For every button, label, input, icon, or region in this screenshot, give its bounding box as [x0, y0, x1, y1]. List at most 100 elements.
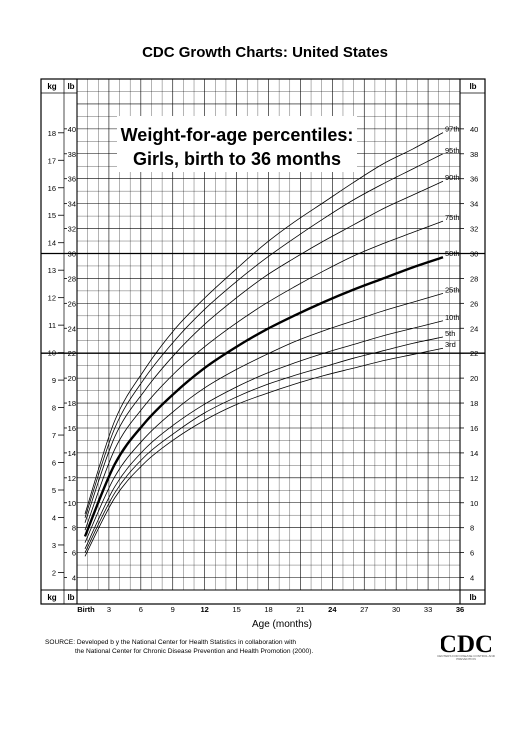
lb-unit-header-right: lb [469, 82, 476, 91]
lb-unit-header: lb [67, 82, 74, 91]
percentile-curves [83, 132, 444, 557]
lb-tick-label-right: 30 [470, 249, 478, 258]
lb-tick-label-right: 20 [470, 374, 478, 383]
lb-tick-label: 36 [68, 175, 76, 184]
percentile-label-5th: 5th [445, 329, 455, 338]
lb-tick-label: 38 [68, 150, 76, 159]
percentile-label-97th: 97th [445, 125, 460, 134]
kg-tick-label: 10 [48, 349, 56, 358]
lb-tick-label: 40 [68, 125, 76, 134]
percentile-curve-25th [84, 292, 444, 543]
page-title: CDC Growth Charts: United States [142, 44, 388, 61]
lb-tick-label: 10 [68, 499, 76, 508]
percentile-curve-10th [84, 320, 444, 550]
lb-tick-label: 30 [68, 249, 76, 258]
lb-tick-label: 26 [68, 299, 76, 308]
percentile-label-50th: 50th [445, 249, 460, 258]
chart-title: Weight-for-age percentiles: [121, 125, 354, 145]
lb-tick-label-right: 40 [470, 125, 478, 134]
percentile-curve-5th [84, 336, 444, 553]
x-axis-label: Age (months) [252, 619, 312, 630]
kg-tick-label: 7 [52, 431, 56, 440]
lb-tick-label: 24 [68, 324, 76, 333]
cdc-logo-tagline: CENTERS FOR DISEASE CONTROL AND PREVENTI… [437, 654, 495, 662]
x-tick-label: 33 [424, 605, 432, 614]
percentile-curve-90th [84, 180, 444, 523]
x-tick-label: 9 [171, 605, 175, 614]
percentile-label-95th: 95th [445, 146, 460, 155]
source-line-2: the National Center for Chronic Disease … [75, 648, 314, 655]
lb-tick-label: 8 [72, 524, 76, 533]
x-tick-label: 3 [107, 605, 111, 614]
kg-tick-label: 16 [48, 184, 56, 193]
percentile-labels: 97th 95th 90th 75th 50th 25th 10th 5th 3rd [445, 125, 460, 350]
lb-tick-label: 22 [68, 349, 76, 358]
percentile-label-90th: 90th [445, 173, 460, 182]
lb-tick-label: 20 [68, 374, 76, 383]
percentile-label-10th: 10th [445, 313, 460, 322]
source-line-1: SOURCE: Developed b y the National Cente… [45, 639, 297, 646]
lb-tick-label-right: 4 [470, 574, 474, 583]
kg-tick-label: 17 [48, 156, 56, 165]
lb-tick-label-right: 12 [470, 474, 478, 483]
kg-unit-footer: kg [47, 593, 56, 602]
lb-tick-label-right: 24 [470, 324, 478, 333]
lb-tick-label-right: 32 [470, 225, 478, 234]
lb-tick-label: 32 [68, 225, 76, 234]
kg-tick-label: 5 [52, 486, 56, 495]
x-tick-label: 27 [360, 605, 368, 614]
lb-tick-label: 16 [68, 424, 76, 433]
x-tick-label: 36 [456, 605, 464, 614]
kg-tick-label: 14 [48, 239, 56, 248]
lb-tick-label-right: 18 [470, 399, 478, 408]
kg-tick-label: 13 [48, 266, 56, 275]
kg-tick-label: 6 [52, 459, 56, 468]
percentile-curve-95th [84, 153, 444, 518]
kg-unit-header: kg [47, 82, 56, 91]
lb-tick-label-right: 14 [470, 449, 478, 458]
chart-frame [40, 78, 486, 605]
lb-tick-label: 28 [68, 274, 76, 283]
percentile-curve-75th [84, 220, 444, 531]
x-tick-label: 15 [232, 605, 240, 614]
percentile-label-3rd: 3rd [445, 340, 456, 349]
percentile-label-25th: 25th [445, 285, 460, 294]
cdc-logo-text: CDC [441, 631, 491, 658]
chart-title-box [117, 116, 357, 172]
percentile-curve-50th [83, 256, 444, 537]
lb-tick-label-right: 36 [470, 175, 478, 184]
x-tick-label: 12 [200, 605, 208, 614]
lb-tick-label-right: 26 [470, 299, 478, 308]
percentile-curve-97th [84, 132, 444, 515]
lb-tick-label-right: 8 [470, 524, 474, 533]
x-tick-label: 6 [139, 605, 143, 614]
kg-tick-label: 3 [52, 541, 56, 550]
x-tick-label: Birth [77, 605, 95, 614]
kg-tick-label: 15 [48, 211, 56, 220]
x-tick-label: 18 [264, 605, 272, 614]
kg-tick-label: 18 [48, 129, 56, 138]
lb-tick-label: 4 [72, 574, 76, 583]
lb-tick-label: 34 [68, 200, 76, 209]
lb-tick-label: 6 [72, 549, 76, 558]
percentile-label-75th: 75th [445, 213, 460, 222]
kg-tick-label: 12 [48, 294, 56, 303]
source-note: SOURCE: Developed b y the National Cente… [45, 638, 405, 656]
lb-tick-label-right: 22 [470, 349, 478, 358]
kg-tick-label: 11 [48, 321, 56, 330]
chart-subtitle: Girls, birth to 36 months [133, 149, 341, 169]
percentile-curve-3rd [84, 347, 444, 557]
x-tick-label: 30 [392, 605, 400, 614]
lb-tick-label-right: 38 [470, 150, 478, 159]
cdc-logo: CDC [441, 628, 491, 658]
kg-tick-label: 8 [52, 404, 56, 413]
lb-tick-label: 18 [68, 399, 76, 408]
kg-tick-label: 4 [52, 513, 56, 522]
x-tick-label: 24 [328, 605, 337, 614]
lb-tick-label-right: 16 [470, 424, 478, 433]
lb-unit-footer-right: lb [469, 593, 476, 602]
lb-tick-label-right: 34 [470, 200, 478, 209]
lb-unit-footer: lb [67, 593, 74, 602]
